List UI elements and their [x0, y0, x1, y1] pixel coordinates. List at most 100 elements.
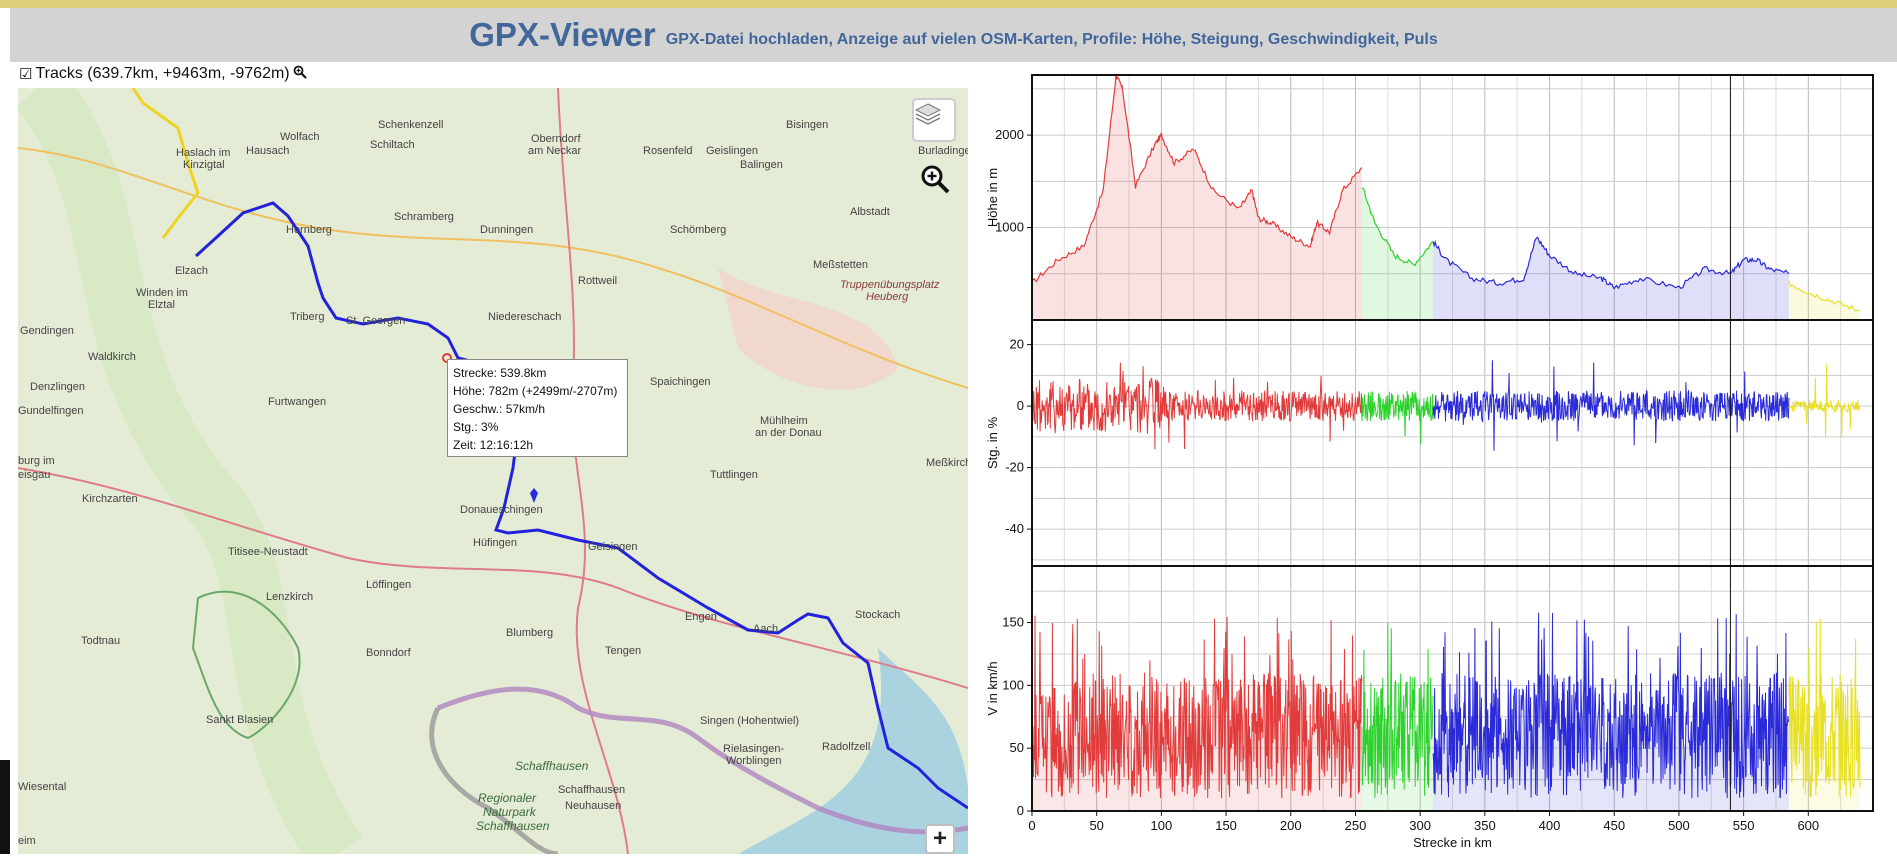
- map-place-label: Rottweil: [578, 275, 617, 287]
- map-highway: [18, 467, 968, 689]
- map-zoom-plus-button[interactable]: +: [925, 824, 955, 854]
- map-place-label: Schenkenzell: [378, 119, 443, 131]
- map-place-label: Stockach: [855, 609, 900, 621]
- map-park-label: Schaffhausen: [476, 819, 550, 833]
- map-place-label: Neuhausen: [565, 800, 621, 812]
- speed-area: [1032, 615, 1362, 811]
- map-place-label: Hüfingen: [473, 537, 517, 549]
- map-border: [437, 686, 968, 835]
- x-tick-label: 400: [1539, 818, 1561, 833]
- profile-panel-1: -40 -20 0 20 Stg. in %: [985, 319, 1874, 567]
- speed-line: [1031, 615, 1363, 799]
- map-place-label: Blumberg: [506, 627, 553, 639]
- map-place-label: Furtwangen: [268, 396, 326, 408]
- layers-button[interactable]: [912, 98, 956, 142]
- map-place-label: Gendingen: [20, 325, 74, 337]
- map-place-label: Lenzkirch: [266, 591, 313, 603]
- profile-panel-2: 0 50 100 150 V in km/h 0 50 100 150 200 250 300 350 4…: [985, 565, 1874, 850]
- map-place-label: Albstadt: [850, 206, 890, 218]
- map-place-label: Aach: [753, 623, 778, 635]
- map-place-label: Meßkirch: [926, 457, 968, 469]
- map-place-label: Tengen: [605, 645, 641, 657]
- y-tick-label: 150: [1002, 615, 1024, 630]
- map-park-label: Naturpark: [483, 805, 537, 819]
- map-place-label: Spaichingen: [650, 376, 711, 388]
- tracks-checkbox[interactable]: ☑: [19, 66, 33, 83]
- y-axis-label: V in km/h: [985, 661, 1000, 715]
- map-track-blue: [194, 201, 968, 810]
- x-tick-label: 300: [1409, 818, 1431, 833]
- x-tick-label: 500: [1668, 818, 1690, 833]
- map-border-2: [429, 706, 559, 854]
- elevation-line: [1031, 73, 1363, 283]
- tracks-toggle[interactable]: ☑ Tracks (639.7km, +9463m, -9762m): [19, 64, 307, 84]
- zoom-in-icon: [921, 165, 950, 194]
- y-tick-label: -20: [1005, 460, 1024, 475]
- app-title: GPX-Viewer: [469, 16, 656, 53]
- tooltip-elevation: Höhe: 782m (+2499m/-2707m): [453, 384, 618, 398]
- map-place-label: Hornberg: [286, 224, 332, 236]
- map-place-label: Worblingen: [726, 755, 781, 767]
- map-lake: [738, 648, 968, 854]
- map-place-label: Oberndorf: [531, 133, 581, 145]
- tooltip-gradient: Stg.: 3%: [453, 420, 499, 434]
- map-place-label: Gundelfingen: [18, 405, 83, 417]
- map-park-label: Schaffhausen: [515, 759, 589, 773]
- map-area-label: Heuberg: [866, 291, 909, 303]
- map-park-label: Regionaler: [478, 791, 537, 805]
- x-tick-label: 200: [1280, 818, 1302, 833]
- map-zoom-button[interactable]: [919, 163, 953, 197]
- map-place-label: Schramberg: [394, 211, 454, 223]
- y-tick-label: 2000: [995, 127, 1024, 142]
- x-tick-label: 450: [1603, 818, 1625, 833]
- tooltip-distance: Strecke: 539.8km: [453, 366, 547, 380]
- elevation-line: [1361, 187, 1434, 267]
- x-tick-label: 50: [1089, 818, 1103, 833]
- layers-icon: [914, 103, 942, 125]
- x-axis-label: Strecke in km: [1413, 835, 1492, 850]
- map-place-label: Schiltach: [370, 139, 415, 151]
- x-tick-label: 150: [1215, 818, 1237, 833]
- profile-charts[interactable]: 1000 2000 Höhe in m -40 -20 0 20 Stg. in % 0 50 10…: [980, 70, 1897, 854]
- map-place-label: Winden im: [136, 287, 188, 299]
- map-area-label: Truppenübungsplatz: [840, 279, 940, 291]
- x-tick-label: 100: [1151, 818, 1173, 833]
- map-place-label: am Neckar: [528, 145, 582, 157]
- x-tick-label: 550: [1733, 818, 1755, 833]
- map-place-label: Rosenfeld: [643, 145, 693, 157]
- zoom-to-tracks-icon[interactable]: [293, 65, 307, 84]
- map-place-label: an der Donau: [755, 427, 822, 439]
- map-place-label: Bisingen: [786, 119, 828, 131]
- map-place-label: eim: [18, 835, 36, 847]
- map-place-label: Sankt Blasien: [206, 714, 273, 726]
- map-place-label: Todtnau: [81, 635, 120, 647]
- elevation-area: [1433, 237, 1789, 320]
- track-info-tooltip: Strecke: 539.8km Höhe: 782m (+2499m/-270…: [447, 359, 628, 457]
- map-place-label: Dunningen: [480, 224, 533, 236]
- speed-area: [1361, 622, 1434, 811]
- y-tick-label: 20: [1010, 337, 1024, 352]
- map-place-label: Schömberg: [670, 224, 726, 236]
- map-place-label: Löffingen: [366, 579, 411, 591]
- map-place-label: Geislingen: [706, 145, 758, 157]
- map-place-label: Donaueschingen: [460, 504, 543, 516]
- map-place-label: Rielasingen-: [723, 743, 784, 755]
- map-place-label: Radolfzell: [822, 741, 870, 753]
- map-place-label: Titisee-Neustadt: [228, 546, 308, 558]
- map-place-label: Denzlingen: [30, 381, 85, 393]
- map-place-label: Bonndorf: [366, 647, 412, 659]
- gradient-line: [1432, 360, 1790, 451]
- speed-line: [1432, 612, 1790, 799]
- map-place-label: Balingen: [740, 159, 783, 171]
- map-place-label: Schaffhausen: [558, 784, 625, 796]
- map-highway-ns: [557, 88, 629, 854]
- map-place-label: Haslach im: [176, 147, 230, 159]
- map-place-label: Waldkirch: [88, 351, 136, 363]
- map-place-label: St. Georgen: [346, 315, 405, 327]
- left-edge-strip: [0, 760, 10, 854]
- tooltip-time: Zeit: 12:16:12h: [453, 438, 534, 452]
- map-view[interactable]: Haslach im Kinzigtal Wolfach Hausach Schenke…: [18, 88, 968, 854]
- x-tick-label: 350: [1474, 818, 1496, 833]
